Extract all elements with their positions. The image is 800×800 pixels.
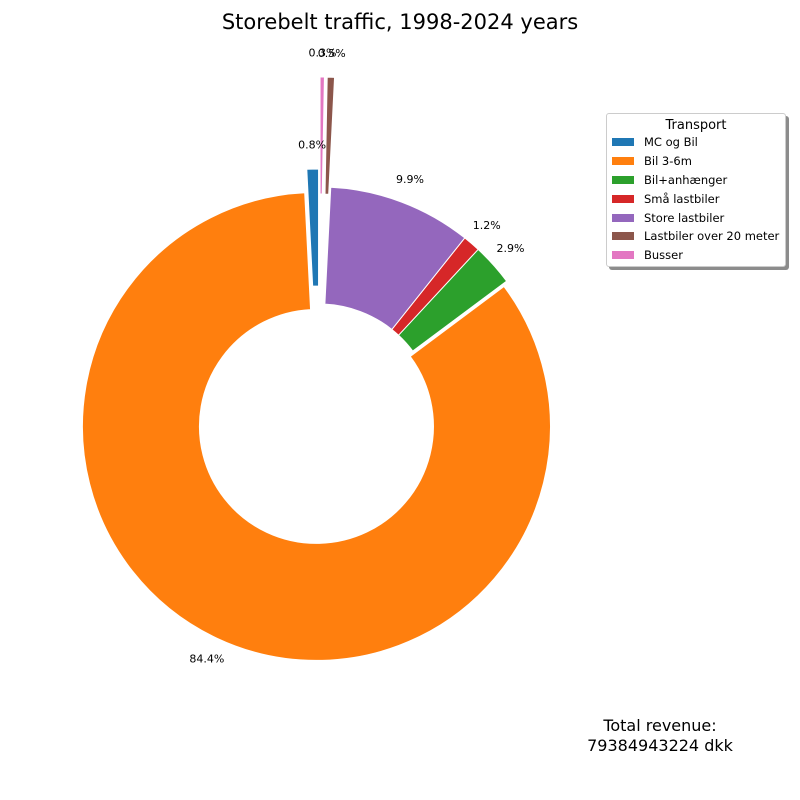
legend-swatch (612, 213, 634, 222)
slice-store-lastbiler (324, 186, 466, 331)
total-revenue-value: 79384943224 dkk (587, 736, 733, 755)
legend-item-busser: Busser (607, 246, 785, 265)
legend-swatch (612, 175, 634, 184)
percent-label-lastbiler-over-20-meter: 0.5% (318, 47, 346, 60)
chart-title: Storebelt traffic, 1998-2024 years (221, 10, 579, 34)
legend-item-mc-og-bil: MC og Bil (607, 133, 785, 152)
legend-label: MC og Bil (644, 135, 698, 150)
percent-label-store-lastbiler: 9.9% (396, 173, 424, 186)
legend-swatch (612, 138, 634, 147)
legend-item-store-lastbiler: Store lastbiler (607, 208, 785, 227)
legend-label: Bil+anhænger (644, 172, 728, 187)
legend-label: Små lastbiler (644, 191, 720, 206)
legend-items: MC og Bil Bil 3-6m Bil+anhænger Små lastbil… (607, 133, 785, 265)
percent-labels: 0.8% 84.4% 2.9% 1.2% 9.9% 0.5%0.3% (189, 47, 524, 666)
slice-busser (319, 76, 325, 195)
legend-item-bil-3-6m: Bil 3-6m (607, 152, 785, 171)
percent-label-mc-og-bil: 0.8% (298, 139, 326, 152)
percent-label-busser: 0.3% (308, 47, 336, 60)
legend-label: Lastbiler over 20 meter (644, 229, 780, 244)
percent-label-bil-3-6m: 84.4% (189, 652, 224, 665)
slice-mc-og-bil (306, 168, 320, 287)
legend-swatch (612, 157, 634, 166)
slice-bil-3-6m (81, 192, 551, 661)
legend-swatch (612, 194, 634, 203)
legend-item-bil-anh-nger: Bil+anhænger (607, 171, 785, 190)
percent-label-bil-anh-nger: 2.9% (496, 242, 524, 255)
legend: Transport MC og Bil Bil 3-6m Bil+anhænger S… (606, 113, 786, 267)
legend-label: Bil 3-6m (644, 154, 692, 169)
legend-item-lastbiler-over-20-meter: Lastbiler over 20 meter (607, 227, 785, 246)
slice-lastbiler-over-20-meter (324, 76, 336, 195)
percent-label-sm-lastbiler: 1.2% (473, 219, 501, 232)
legend-label: Busser (644, 248, 683, 263)
legend-item-sm-lastbiler: Små lastbiler (607, 189, 785, 208)
legend-title: Transport (665, 118, 727, 133)
legend-label: Store lastbiler (644, 210, 725, 225)
legend-swatch (612, 232, 634, 241)
legend-swatch (612, 251, 634, 260)
total-revenue: Total revenue: 79384943224 dkk (560, 716, 760, 756)
total-revenue-label: Total revenue: (603, 716, 717, 735)
donut-slices (81, 76, 551, 661)
